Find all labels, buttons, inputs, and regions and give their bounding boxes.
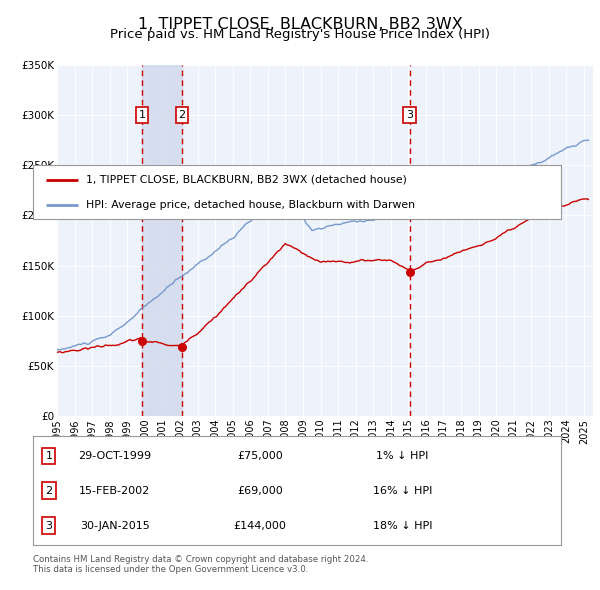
Text: £144,000: £144,000 <box>233 520 286 530</box>
Bar <box>142 65 182 416</box>
Text: 2: 2 <box>45 486 52 496</box>
Text: 1% ↓ HPI: 1% ↓ HPI <box>376 451 429 461</box>
Point <box>405 267 415 276</box>
Text: Price paid vs. HM Land Registry's House Price Index (HPI): Price paid vs. HM Land Registry's House … <box>110 28 490 41</box>
Text: 29-OCT-1999: 29-OCT-1999 <box>78 451 151 461</box>
Text: 1: 1 <box>46 451 52 461</box>
Text: 16% ↓ HPI: 16% ↓ HPI <box>373 486 432 496</box>
Text: 15-FEB-2002: 15-FEB-2002 <box>79 486 151 496</box>
Text: 18% ↓ HPI: 18% ↓ HPI <box>373 520 433 530</box>
Text: This data is licensed under the Open Government Licence v3.0.: This data is licensed under the Open Gov… <box>33 565 308 574</box>
Text: 2: 2 <box>179 110 185 120</box>
Point <box>137 336 146 346</box>
Text: HPI: Average price, detached house, Blackburn with Darwen: HPI: Average price, detached house, Blac… <box>86 200 415 210</box>
Text: £69,000: £69,000 <box>237 486 283 496</box>
Text: 3: 3 <box>406 110 413 120</box>
Text: 1, TIPPET CLOSE, BLACKBURN, BB2 3WX (detached house): 1, TIPPET CLOSE, BLACKBURN, BB2 3WX (det… <box>86 175 407 185</box>
Point <box>177 342 187 352</box>
Text: 1: 1 <box>139 110 145 120</box>
Text: £75,000: £75,000 <box>237 451 283 461</box>
Text: 30-JAN-2015: 30-JAN-2015 <box>80 520 150 530</box>
Text: Contains HM Land Registry data © Crown copyright and database right 2024.: Contains HM Land Registry data © Crown c… <box>33 555 368 563</box>
Text: 1, TIPPET CLOSE, BLACKBURN, BB2 3WX: 1, TIPPET CLOSE, BLACKBURN, BB2 3WX <box>137 17 463 31</box>
Text: 3: 3 <box>46 520 52 530</box>
